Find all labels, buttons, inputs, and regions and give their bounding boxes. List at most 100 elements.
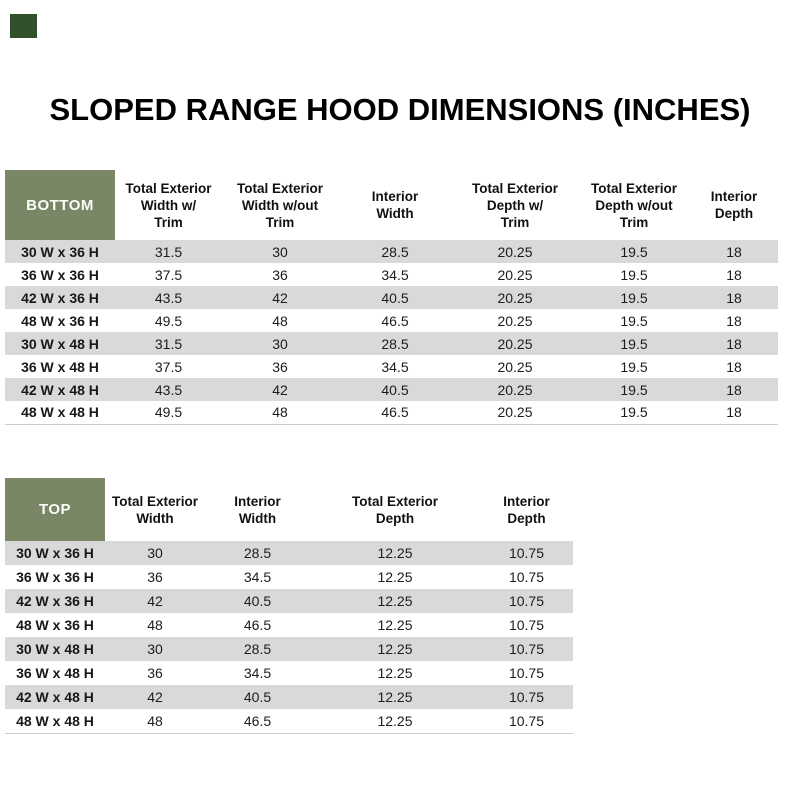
- value-cell: 10.75: [508, 665, 545, 681]
- value-cell: 18: [726, 381, 742, 398]
- value-cell: 46.5: [205, 709, 310, 734]
- value-cell: 42: [147, 593, 163, 609]
- value-cell: 10.75: [480, 709, 573, 734]
- value-cell: 48: [105, 709, 205, 734]
- value-cell: 20.25: [497, 335, 533, 352]
- row-size-label: 36 W x 48 H: [21, 358, 99, 375]
- value-cell: 18: [726, 266, 742, 283]
- row-size-label: 48 W x 48 H: [5, 401, 115, 425]
- table-row: 42 W x 36 H 43.5 42 40.5 20.25 19.5 18: [5, 286, 778, 309]
- table-row: 42 W x 36 H 42 40.5 12.25 10.75: [5, 589, 573, 613]
- row-size-label: 48 W x 48 H: [5, 709, 105, 734]
- value-cell: 18: [690, 401, 778, 425]
- value-cell: 20.25: [452, 401, 578, 425]
- value-cell: 28.5: [243, 641, 272, 657]
- value-cell: 28.5: [381, 243, 409, 260]
- column-header: Total Exterior Width w/out Trim: [236, 180, 324, 230]
- value-cell: 19.5: [620, 381, 648, 398]
- value-cell: 31.5: [154, 243, 183, 260]
- value-cell: 30: [147, 641, 163, 657]
- value-cell: 46.5: [243, 617, 272, 633]
- value-cell: 49.5: [115, 401, 222, 425]
- row-size-label: 42 W x 36 H: [21, 289, 99, 306]
- value-cell: 12.25: [377, 545, 413, 561]
- value-cell: 40.5: [243, 689, 272, 705]
- table-row: 48 W x 48 H 49.5 48 46.5 20.25 19.5 18: [5, 401, 778, 425]
- value-cell: 18: [726, 358, 742, 375]
- value-cell: 12.25: [377, 689, 413, 705]
- value-cell: 30: [272, 243, 288, 260]
- row-size-label: 42 W x 48 H: [21, 381, 99, 398]
- table-row: 36 W x 48 H 36 34.5 12.25 10.75: [5, 661, 573, 685]
- value-cell: 19.5: [620, 312, 648, 329]
- column-header: Interior Depth: [710, 189, 758, 221]
- value-cell: 43.5: [154, 289, 183, 306]
- bottom-corner-label: BOTTOM: [5, 170, 115, 240]
- value-cell: 12.25: [377, 641, 413, 657]
- value-cell: 10.75: [508, 641, 545, 657]
- value-cell: 18: [726, 335, 742, 352]
- value-cell: 46.5: [381, 312, 409, 329]
- value-cell: 10.75: [508, 569, 545, 585]
- value-cell: 48: [147, 617, 163, 633]
- value-cell: 49.5: [154, 312, 183, 329]
- value-cell: 28.5: [381, 335, 409, 352]
- value-cell: 36: [147, 665, 163, 681]
- value-cell: 31.5: [154, 335, 183, 352]
- value-cell: 12.25: [377, 665, 413, 681]
- value-cell: 12.25: [310, 709, 480, 734]
- table-row: 48 W x 36 H 49.5 48 46.5 20.25 19.5 18: [5, 309, 778, 332]
- table-row: 30 W x 48 H 31.5 30 28.5 20.25 19.5 18: [5, 332, 778, 355]
- value-cell: 34.5: [243, 569, 272, 585]
- value-cell: 42: [272, 289, 288, 306]
- value-cell: 36: [272, 358, 288, 375]
- column-header: Total Exterior Width w/Trim: [125, 180, 212, 230]
- value-cell: 30: [147, 545, 163, 561]
- value-cell: 34.5: [381, 358, 409, 375]
- value-cell: 36: [272, 266, 288, 283]
- value-cell: 42: [147, 689, 163, 705]
- value-cell: 18: [726, 289, 742, 306]
- value-cell: 10.75: [508, 545, 545, 561]
- table-row: 30 W x 36 H 30 28.5 12.25 10.75: [5, 541, 573, 565]
- value-cell: 10.75: [508, 593, 545, 609]
- value-cell: 34.5: [243, 665, 272, 681]
- column-header: Total Exterior Depth w/Trim: [471, 180, 559, 230]
- value-cell: 48: [222, 401, 338, 425]
- value-cell: 46.5: [338, 401, 452, 425]
- table-row: 36 W x 48 H 37.5 36 34.5 20.25 19.5 18: [5, 355, 778, 378]
- value-cell: 12.25: [377, 593, 413, 609]
- top-corner-label: TOP: [5, 478, 105, 541]
- value-cell: 20.25: [497, 381, 533, 398]
- table-row: 36 W x 36 H 36 34.5 12.25 10.75: [5, 565, 573, 589]
- value-cell: 19.5: [578, 401, 690, 425]
- value-cell: 18: [726, 312, 742, 329]
- value-cell: 36: [147, 569, 163, 585]
- value-cell: 28.5: [243, 545, 272, 561]
- column-header: Interior Width: [234, 493, 281, 526]
- row-size-label: 36 W x 48 H: [16, 665, 94, 681]
- row-size-label: 36 W x 36 H: [16, 569, 94, 585]
- value-cell: 40.5: [243, 593, 272, 609]
- table-row: 48 W x 48 H 48 46.5 12.25 10.75: [5, 709, 573, 734]
- table-row: 30 W x 36 H 31.5 30 28.5 20.25 19.5 18: [5, 240, 778, 263]
- row-size-label: 30 W x 48 H: [21, 335, 99, 352]
- value-cell: 20.25: [497, 289, 533, 306]
- table-row: 42 W x 48 H 42 40.5 12.25 10.75: [5, 685, 573, 709]
- row-size-label: 30 W x 36 H: [21, 243, 99, 260]
- value-cell: 19.5: [620, 289, 648, 306]
- column-header: Total Exterior Depth w/out Trim: [590, 180, 678, 230]
- value-cell: 19.5: [620, 266, 648, 283]
- corner-accent-square: [10, 14, 37, 38]
- value-cell: 19.5: [620, 358, 648, 375]
- row-size-label: 30 W x 36 H: [16, 545, 94, 561]
- value-cell: 40.5: [381, 381, 409, 398]
- value-cell: 42: [272, 381, 288, 398]
- value-cell: 20.25: [497, 358, 533, 375]
- value-cell: 20.25: [497, 266, 533, 283]
- table-row: 36 W x 36 H 37.5 36 34.5 20.25 19.5 18: [5, 263, 778, 286]
- top-dimensions-table: TOP Total Exterior Width Interior Width Total…: [5, 478, 573, 734]
- value-cell: 20.25: [497, 243, 533, 260]
- value-cell: 30: [272, 335, 288, 352]
- value-cell: 12.25: [377, 617, 413, 633]
